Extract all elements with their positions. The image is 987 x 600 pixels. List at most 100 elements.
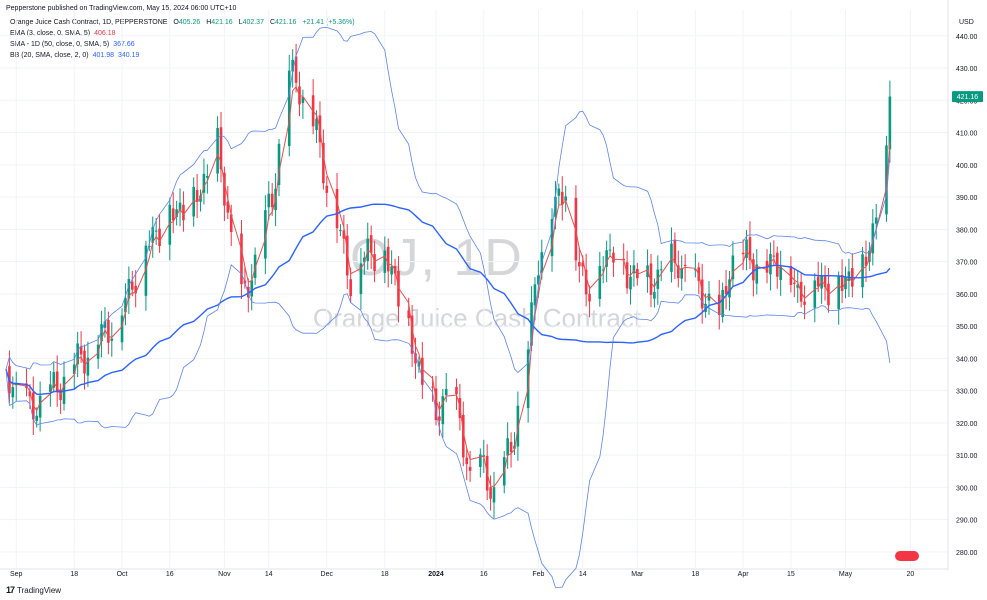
x-tick-label: 14	[579, 571, 587, 578]
y-tick-label: 360.00	[956, 292, 978, 299]
candle-body	[431, 386, 434, 388]
candle-body	[598, 266, 602, 299]
candle-body	[588, 293, 591, 302]
candle-body	[49, 384, 52, 392]
candle-body	[632, 265, 636, 274]
ema-line	[5, 85, 891, 488]
candle-body	[492, 487, 496, 503]
watermark-name: Orange Juice Cash Contract	[313, 303, 642, 333]
candle-body	[103, 321, 107, 328]
candle-body	[721, 289, 724, 318]
candle-body	[366, 238, 370, 262]
candle-body	[455, 387, 458, 395]
y-tick-label: 350.00	[956, 324, 978, 331]
y-tick-label: 430.00	[956, 66, 978, 73]
candle-body	[537, 275, 540, 285]
candle-body	[434, 388, 438, 421]
candle-body	[724, 286, 728, 295]
candle-body	[264, 210, 267, 259]
legend-bb-row: BB (20, SMA, close, 2, 0) 401.98 340.19	[10, 50, 363, 61]
candle-body	[223, 172, 226, 206]
ema-value: 406.18	[94, 30, 116, 37]
ohlc-h-label: H	[206, 19, 212, 26]
x-tick-label: 20	[906, 571, 914, 578]
candle-body	[294, 56, 298, 83]
y-tick-label: 400.00	[956, 163, 978, 170]
legend-title: Orange Juice Cash Contract, 1D, PEPPERST…	[10, 19, 168, 26]
x-tick-label: Apr	[738, 571, 750, 578]
x-tick-label: 18	[70, 571, 78, 578]
candle-body	[363, 257, 366, 263]
candle-body	[741, 252, 745, 255]
candle-body	[888, 96, 892, 150]
legend-symbol-row: Orange Juice Cash Contract, 1D, PEPPERST…	[10, 17, 363, 28]
sma-line	[5, 203, 891, 396]
candle-body	[601, 269, 605, 271]
candle-body	[550, 219, 554, 257]
candle-body	[509, 441, 513, 453]
candle-body	[772, 255, 776, 257]
candle-body	[35, 415, 39, 421]
candle-body	[270, 193, 274, 208]
candle-body	[581, 262, 585, 267]
ohlc-close: 421.16	[275, 19, 297, 26]
candle-body	[823, 276, 827, 288]
candle-body	[629, 276, 632, 290]
ohlc-change: +21.41 (+5.36%)	[302, 19, 355, 26]
x-tick-label: Nov	[218, 571, 231, 578]
candle-body	[407, 310, 410, 319]
x-tick-label: 2024	[428, 571, 444, 578]
candle-body	[110, 338, 114, 341]
candle-body	[287, 70, 291, 147]
candle-body	[226, 201, 230, 213]
candle-body	[72, 364, 76, 374]
x-tick-label: Feb	[532, 571, 544, 578]
candle-body	[659, 269, 663, 271]
y-tick-label: 370.00	[956, 260, 978, 267]
candle-body	[390, 266, 393, 275]
candle-body	[216, 127, 219, 174]
candle-body	[86, 357, 90, 376]
candle-body	[168, 204, 172, 245]
currency-label[interactable]: USD	[959, 19, 974, 26]
candle-body	[410, 315, 414, 354]
candle-body	[240, 233, 243, 285]
candle-body	[704, 303, 707, 312]
candle-body	[359, 263, 363, 295]
candle-body	[813, 280, 817, 308]
candle-body	[127, 279, 131, 299]
candle-body	[28, 391, 32, 397]
candle-body	[465, 457, 469, 465]
candle-body	[840, 274, 844, 291]
candle-body	[670, 243, 673, 272]
candle-body	[134, 285, 137, 294]
x-tick-label: 16	[166, 571, 174, 578]
candle-body	[345, 235, 349, 276]
candle-body	[148, 245, 151, 247]
y-tick-label: 380.00	[956, 227, 978, 234]
bb-label: BB (20, SMA, close, 2, 0)	[10, 52, 89, 59]
candle-body	[130, 281, 134, 290]
ema-label: EMA (3, close, 0, SMA, 5)	[10, 30, 91, 37]
y-tick-label: 320.00	[956, 421, 978, 428]
ohlc-o-label: O	[173, 19, 179, 26]
chart-legend: Orange Juice Cash Contract, 1D, PEPPERST…	[10, 17, 363, 61]
candle-body	[779, 266, 782, 281]
candle-body	[731, 255, 735, 280]
y-tick-label: 390.00	[956, 195, 978, 202]
candle-body	[151, 227, 155, 243]
candle-body	[506, 438, 509, 456]
candle-body	[612, 252, 615, 263]
candle-body	[277, 143, 281, 185]
y-tick-label: 410.00	[956, 131, 978, 138]
candle-body	[789, 265, 793, 285]
candle-body	[649, 263, 653, 295]
candle-body	[339, 230, 342, 232]
candle-body	[373, 254, 376, 271]
candle-body	[707, 293, 711, 301]
x-tick-label: 15	[787, 571, 795, 578]
y-tick-label: 330.00	[956, 389, 978, 396]
candle-body	[383, 250, 387, 273]
candle-body	[444, 389, 448, 396]
